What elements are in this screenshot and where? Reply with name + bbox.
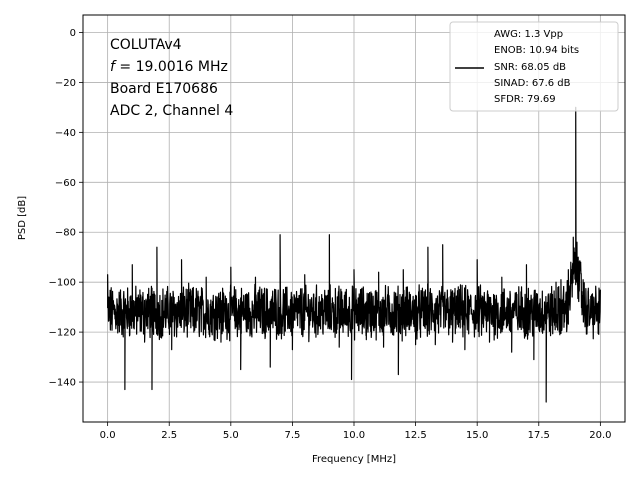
psd-series-line — [107, 106, 601, 403]
y-tick-label: −100 — [49, 278, 76, 289]
x-axis-label: Frequency [MHz] — [312, 454, 396, 465]
legend-entry-enob: ENOB: 10.94 bits — [494, 45, 579, 56]
annotation-block: COLUTAv4 f = 19.0016 MHz Board E170686 A… — [110, 37, 233, 119]
y-axis-label: PSD [dB] — [17, 196, 28, 240]
x-tick-label: 2.5 — [161, 430, 177, 441]
legend-box — [449, 21, 619, 112]
y-tick-label: −40 — [55, 128, 76, 139]
x-tick-label: 5.0 — [223, 430, 239, 441]
y-tick-label: −60 — [55, 178, 76, 189]
y-tick-label: −140 — [49, 378, 76, 389]
legend-entry-snr: SNR: 68.05 dB — [494, 62, 566, 73]
y-tick-label: 0 — [70, 28, 76, 39]
annotation-frequency-value: = 19.0016 MHz — [115, 59, 228, 75]
x-tick-label: 7.5 — [284, 430, 300, 441]
y-tick-label: −80 — [55, 228, 76, 239]
y-tick-label: −120 — [49, 328, 76, 339]
annotation-frequency-variable: f — [110, 59, 117, 75]
y-axis-ticks: 0 −20 −40 −60 −80 −100 −120 −140 — [49, 28, 83, 389]
x-tick-label: 15.0 — [466, 430, 488, 441]
legend-entry-sinad: SINAD: 67.6 dB — [494, 78, 571, 89]
x-tick-label: 20.0 — [589, 430, 611, 441]
annotation-board: Board E170686 — [110, 81, 218, 97]
annotation-frequency: f = 19.0016 MHz — [110, 59, 228, 75]
plot-frame — [82, 14, 626, 423]
y-tick-label: −20 — [55, 78, 76, 89]
x-tick-label: 10.0 — [343, 430, 365, 441]
annotation-channel: ADC 2, Channel 4 — [110, 103, 233, 119]
x-axis-ticks: 0.0 2.5 5.0 7.5 10.0 12.5 15.0 17.5 20.0 — [100, 422, 611, 441]
x-tick-label: 0.0 — [100, 430, 116, 441]
annotation-device: COLUTAv4 — [110, 37, 182, 53]
legend: AWG: 1.3 Vpp ENOB: 10.94 bits SNR: 68.05… — [449, 21, 619, 112]
legend-entry-awg: AWG: 1.3 Vpp — [494, 29, 563, 40]
x-tick-label: 12.5 — [404, 430, 426, 441]
x-tick-label: 17.5 — [528, 430, 550, 441]
legend-entry-sfdr: SFDR: 79.69 — [494, 94, 556, 105]
